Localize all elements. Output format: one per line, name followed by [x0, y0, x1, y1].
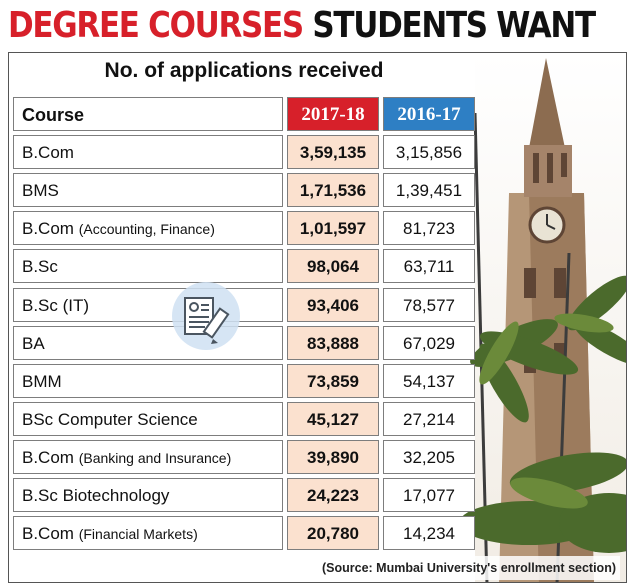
column-header-2017-18: 2017-18 [287, 97, 379, 131]
table-row: B.Sc (IT) 93,406 78,577 [13, 288, 475, 322]
column-header-2016-17: 2016-17 [383, 97, 475, 131]
table-title: No. of applications received [104, 59, 384, 82]
course-detail: (Banking and Insurance) [78, 450, 232, 466]
table-row: B.Com (Financial Markets) 20,780 14,234 [13, 516, 475, 550]
table-row: BSc Computer Science 45,127 27,214 [13, 402, 475, 436]
table-row: B.Com (Accounting, Finance) 1,01,597 81,72… [13, 211, 475, 245]
course-cell: B.Com (Accounting, Finance) [13, 211, 283, 245]
course-cell: B.Com [13, 135, 283, 169]
course-cell: B.Com (Financial Markets) [13, 516, 283, 550]
value-2017-18: 45,127 [287, 402, 379, 436]
course-detail: (Accounting, Finance) [78, 221, 215, 237]
course-cell: BMM [13, 364, 283, 398]
value-2016-17: 78,577 [383, 288, 475, 322]
table-row: BMS 1,71,536 1,39,451 [13, 173, 475, 207]
table-row: B.Com 3,59,135 3,15,856 [13, 135, 475, 169]
course-name: B.Com [22, 448, 74, 467]
value-2017-18: 83,888 [287, 326, 379, 360]
course-cell: BA [13, 326, 283, 360]
course-cell: B.Com (Banking and Insurance) [13, 440, 283, 474]
table-row: B.Sc Biotechnology 24,223 17,077 [13, 478, 475, 512]
table-row: BMM 73,859 54,137 [13, 364, 475, 398]
value-2017-18: 20,780 [287, 516, 379, 550]
value-2017-18: 24,223 [287, 478, 379, 512]
value-2016-17: 14,234 [383, 516, 475, 550]
value-2016-17: 32,205 [383, 440, 475, 474]
course-cell: BSc Computer Science [13, 402, 283, 436]
clock-tower-illustration [459, 53, 626, 582]
course-name: B.Sc (IT) [22, 296, 90, 315]
course-cell: B.Sc Biotechnology [13, 478, 283, 512]
course-detail: (Financial Markets) [78, 526, 198, 542]
course-name: BMM [22, 372, 62, 391]
value-2017-18: 3,59,135 [287, 135, 379, 169]
table-header-row: Course 2017-18 2016-17 [13, 97, 475, 131]
value-2016-17: 27,214 [383, 402, 475, 436]
course-name: B.Com [22, 524, 74, 543]
headline: DEGREE COURSES STUDENTS WANT [8, 4, 596, 48]
headline-black: STUDENTS WANT [312, 5, 596, 46]
value-2016-17: 63,711 [383, 249, 475, 283]
course-name: B.Com [22, 143, 74, 162]
course-cell: BMS [13, 173, 283, 207]
headline-red: DEGREE COURSES [8, 5, 304, 46]
course-name: BSc Computer Science [22, 410, 198, 429]
value-2017-18: 39,890 [287, 440, 379, 474]
value-2016-17: 3,15,856 [383, 135, 475, 169]
infographic-frame: No. of applications received Course 2017… [8, 52, 627, 583]
course-name: B.Sc Biotechnology [22, 486, 170, 505]
value-2017-18: 1,71,536 [287, 173, 379, 207]
table-row: B.Sc 98,064 63,711 [13, 249, 475, 283]
course-name: BMS [22, 181, 59, 200]
value-2016-17: 67,029 [383, 326, 475, 360]
course-name: B.Com [22, 219, 74, 238]
column-header-course: Course [13, 97, 283, 131]
course-name: B.Sc [22, 257, 58, 276]
value-2017-18: 93,406 [287, 288, 379, 322]
value-2017-18: 73,859 [287, 364, 379, 398]
course-cell: B.Sc (IT) [13, 288, 283, 322]
value-2016-17: 17,077 [383, 478, 475, 512]
resume-document-icon [172, 282, 240, 350]
course-name: BA [22, 334, 45, 353]
value-2017-18: 1,01,597 [287, 211, 379, 245]
value-2016-17: 81,723 [383, 211, 475, 245]
value-2016-17: 54,137 [383, 364, 475, 398]
value-2016-17: 1,39,451 [383, 173, 475, 207]
table-row: B.Com (Banking and Insurance) 39,890 32,20… [13, 440, 475, 474]
source-note: (Source: Mumbai University's enrollment … [317, 556, 620, 580]
course-cell: B.Sc [13, 249, 283, 283]
value-2017-18: 98,064 [287, 249, 379, 283]
table-row: BA 83,888 67,029 [13, 326, 475, 360]
